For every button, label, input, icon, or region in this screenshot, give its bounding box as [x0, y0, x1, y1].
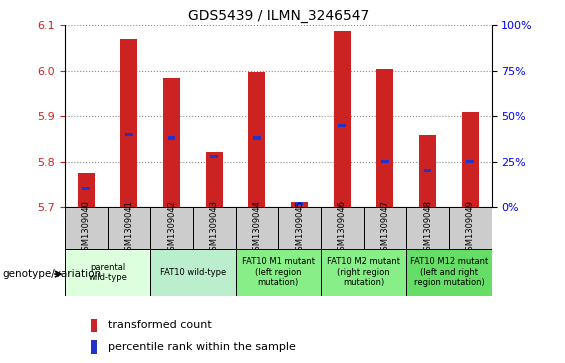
Bar — [334, 31, 351, 207]
Bar — [236, 207, 278, 249]
Text: GSM1309047: GSM1309047 — [380, 200, 389, 256]
Text: GSM1309049: GSM1309049 — [466, 200, 475, 256]
Text: GSM1309042: GSM1309042 — [167, 200, 176, 256]
Bar — [376, 69, 393, 207]
Bar — [466, 160, 474, 163]
Text: parental
wild-type: parental wild-type — [88, 262, 127, 282]
Bar — [107, 207, 150, 249]
Bar — [462, 111, 479, 207]
Text: GSM1309041: GSM1309041 — [124, 200, 133, 256]
Text: FAT10 M2 mutant
(right region
mutation): FAT10 M2 mutant (right region mutation) — [327, 257, 400, 287]
Bar — [193, 207, 236, 249]
Bar — [321, 249, 406, 296]
Bar — [65, 249, 150, 296]
Text: GSM1309044: GSM1309044 — [253, 200, 262, 256]
Bar — [291, 202, 308, 207]
Text: GSM1309040: GSM1309040 — [82, 200, 91, 256]
Bar — [168, 136, 176, 139]
Text: transformed count: transformed count — [107, 321, 211, 330]
Title: GDS5439 / ILMN_3246547: GDS5439 / ILMN_3246547 — [188, 9, 369, 23]
Text: FAT10 wild-type: FAT10 wild-type — [160, 268, 226, 277]
Text: FAT10 M12 mutant
(left and right
region mutation): FAT10 M12 mutant (left and right region … — [410, 257, 488, 287]
Text: GSM1309046: GSM1309046 — [338, 200, 347, 256]
Bar — [338, 124, 346, 127]
Bar — [381, 160, 389, 163]
Text: GSM1309043: GSM1309043 — [210, 200, 219, 256]
Bar — [65, 207, 107, 249]
Bar — [150, 249, 236, 296]
Text: GSM1309048: GSM1309048 — [423, 200, 432, 256]
Bar — [206, 152, 223, 207]
Bar — [321, 207, 364, 249]
Bar — [90, 340, 97, 354]
Bar — [279, 207, 321, 249]
Bar — [364, 207, 406, 249]
Bar — [120, 39, 137, 207]
Bar — [419, 135, 436, 207]
Bar — [449, 207, 492, 249]
Bar — [78, 173, 95, 207]
Text: GSM1309045: GSM1309045 — [295, 200, 304, 256]
Bar — [424, 169, 432, 172]
Bar — [150, 207, 193, 249]
Bar — [210, 155, 218, 158]
Bar — [125, 133, 133, 136]
Bar — [253, 136, 261, 139]
Bar — [82, 187, 90, 190]
Bar — [406, 207, 449, 249]
Bar — [163, 78, 180, 207]
Bar — [249, 72, 266, 207]
Text: percentile rank within the sample: percentile rank within the sample — [107, 342, 295, 352]
Bar — [236, 249, 321, 296]
Text: genotype/variation: genotype/variation — [3, 269, 102, 279]
Bar — [295, 202, 303, 205]
Bar — [90, 319, 97, 332]
Text: FAT10 M1 mutant
(left region
mutation): FAT10 M1 mutant (left region mutation) — [242, 257, 315, 287]
Bar — [406, 249, 492, 296]
